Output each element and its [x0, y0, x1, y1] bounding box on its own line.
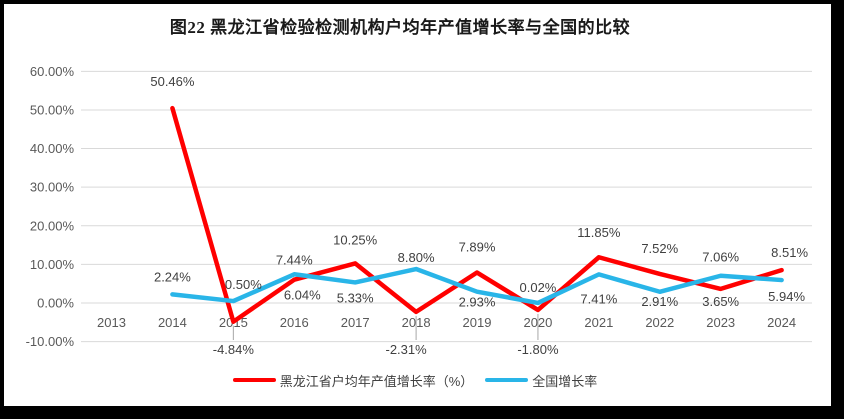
y-tick-label: 60.00%: [30, 64, 75, 79]
data-label: 7.06%: [702, 250, 739, 265]
data-label: 11.85%: [577, 225, 621, 240]
data-label: 6.04%: [284, 288, 321, 303]
x-tick-label: 2022: [645, 315, 674, 330]
data-label: 0.02%: [520, 280, 557, 295]
y-tick-label: 10.00%: [30, 257, 75, 272]
legend-item-heilongjiang: 黑龙江省户均年产值增长率（%）: [232, 371, 474, 390]
y-tick-label: 30.00%: [30, 180, 75, 195]
data-label: 10.25%: [333, 232, 378, 247]
x-tick-label: 2017: [341, 315, 370, 330]
x-tick-label: 2013: [97, 315, 126, 330]
frame-border-bottom: [0, 406, 844, 419]
data-label: 7.52%: [641, 241, 678, 256]
data-label: 7.44%: [276, 252, 313, 267]
legend-label-heilongjiang: 黑龙江省户均年产值增长率（%）: [279, 373, 474, 389]
data-label: -4.84%: [213, 342, 255, 357]
y-tick-label: 40.00%: [30, 141, 75, 156]
legend-line-red-icon: [232, 378, 276, 382]
y-tick-label: 50.00%: [30, 102, 75, 117]
legend-item-national: 全国增长率: [485, 371, 597, 390]
x-tick-label: 2018: [402, 315, 431, 330]
data-label: 7.41%: [580, 291, 617, 306]
x-tick-label: 2016: [280, 315, 309, 330]
data-label: 50.46%: [150, 74, 195, 89]
y-tick-label: 20.00%: [30, 218, 75, 233]
data-label: 8.51%: [771, 245, 808, 260]
x-tick-label: 2024: [767, 315, 796, 330]
data-label: -2.31%: [385, 342, 427, 357]
legend-line-blue-icon: [485, 378, 529, 382]
data-label: 7.89%: [459, 240, 496, 255]
x-tick-label: 2023: [706, 315, 735, 330]
data-label: 0.50%: [225, 277, 262, 292]
data-label: 3.65%: [702, 294, 739, 309]
data-label: 5.33%: [337, 290, 374, 305]
x-tick-label: 2020: [523, 315, 552, 330]
frame-border-left: [0, 0, 4, 419]
data-label: -1.80%: [517, 342, 559, 357]
data-label: 2.91%: [641, 294, 678, 309]
legend-label-national: 全国增长率: [532, 373, 598, 389]
x-tick-label: 2014: [158, 315, 187, 330]
series-line-heilongjiang: [170, 105, 784, 324]
series-line-national: [170, 266, 784, 306]
data-label: 8.80%: [398, 250, 435, 265]
y-tick-label: -10.00%: [26, 334, 75, 349]
data-label: 2.24%: [154, 269, 191, 284]
x-tick-label: 2019: [463, 315, 492, 330]
data-label: 2.93%: [459, 295, 496, 310]
data-label: 5.94%: [768, 289, 805, 304]
chart-title: 图22 黑龙江省检验检测机构户均年产值增长率与全国的比较: [169, 18, 631, 37]
x-tick-label: 2021: [584, 315, 613, 330]
frame-border-right: [831, 0, 844, 419]
frame-border-top: [0, 0, 844, 4]
legend: 黑龙江省户均年产值增长率（%） 全国增长率: [0, 371, 844, 389]
y-tick-label: 0.00%: [37, 296, 74, 311]
